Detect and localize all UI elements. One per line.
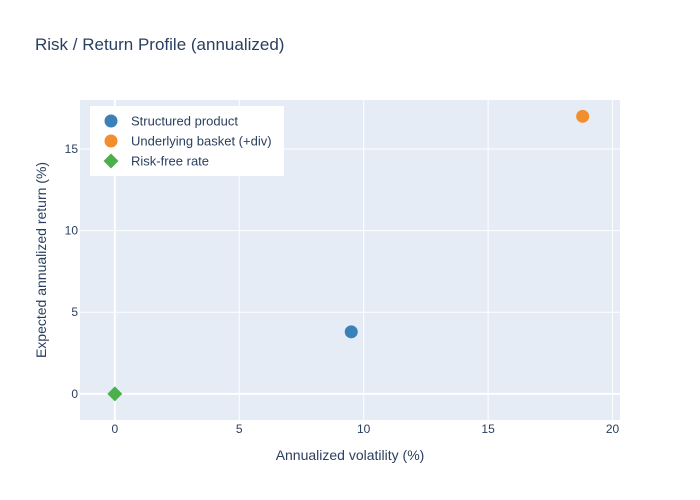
legend-label: Risk-free rate bbox=[131, 154, 209, 169]
legend-background bbox=[90, 106, 284, 176]
legend[interactable]: Structured product Underlying basket (+di… bbox=[90, 106, 284, 176]
data-points bbox=[107, 109, 590, 402]
y-tick-label: 10 bbox=[65, 224, 79, 238]
legend-label: Underlying basket (+div) bbox=[131, 134, 272, 149]
point-underlying-basket-div bbox=[576, 109, 590, 123]
legend-item-risk-free-rate[interactable]: Risk-free rate bbox=[103, 153, 210, 169]
x-axis-title: Annualized volatility (%) bbox=[276, 447, 425, 463]
point-risk-free-rate bbox=[107, 386, 123, 402]
chart-title: Risk / Return Profile (annualized) bbox=[35, 35, 284, 54]
x-tick-label: 0 bbox=[111, 422, 118, 436]
y-tick-label: 15 bbox=[65, 142, 79, 156]
x-tick-label: 15 bbox=[481, 422, 495, 436]
legend-item-structured-product[interactable]: Structured product bbox=[104, 114, 239, 129]
legend-marker bbox=[104, 114, 118, 128]
point-structured-product bbox=[344, 325, 358, 339]
y-axis-title: Expected annualized return (%) bbox=[33, 162, 49, 358]
tick-labels: 0 5 10 15 20 0 5 10 15 bbox=[65, 142, 620, 436]
legend-item-underlying-basket-div[interactable]: Underlying basket (+div) bbox=[104, 134, 272, 149]
x-tick-label: 5 bbox=[236, 422, 243, 436]
legend-marker bbox=[103, 153, 119, 169]
y-tick-label: 0 bbox=[71, 387, 78, 401]
legend-marker bbox=[104, 134, 118, 148]
y-tick-label: 5 bbox=[71, 305, 78, 319]
x-tick-label: 10 bbox=[357, 422, 371, 436]
x-tick-label: 20 bbox=[606, 422, 620, 436]
legend-label: Structured product bbox=[131, 114, 238, 129]
